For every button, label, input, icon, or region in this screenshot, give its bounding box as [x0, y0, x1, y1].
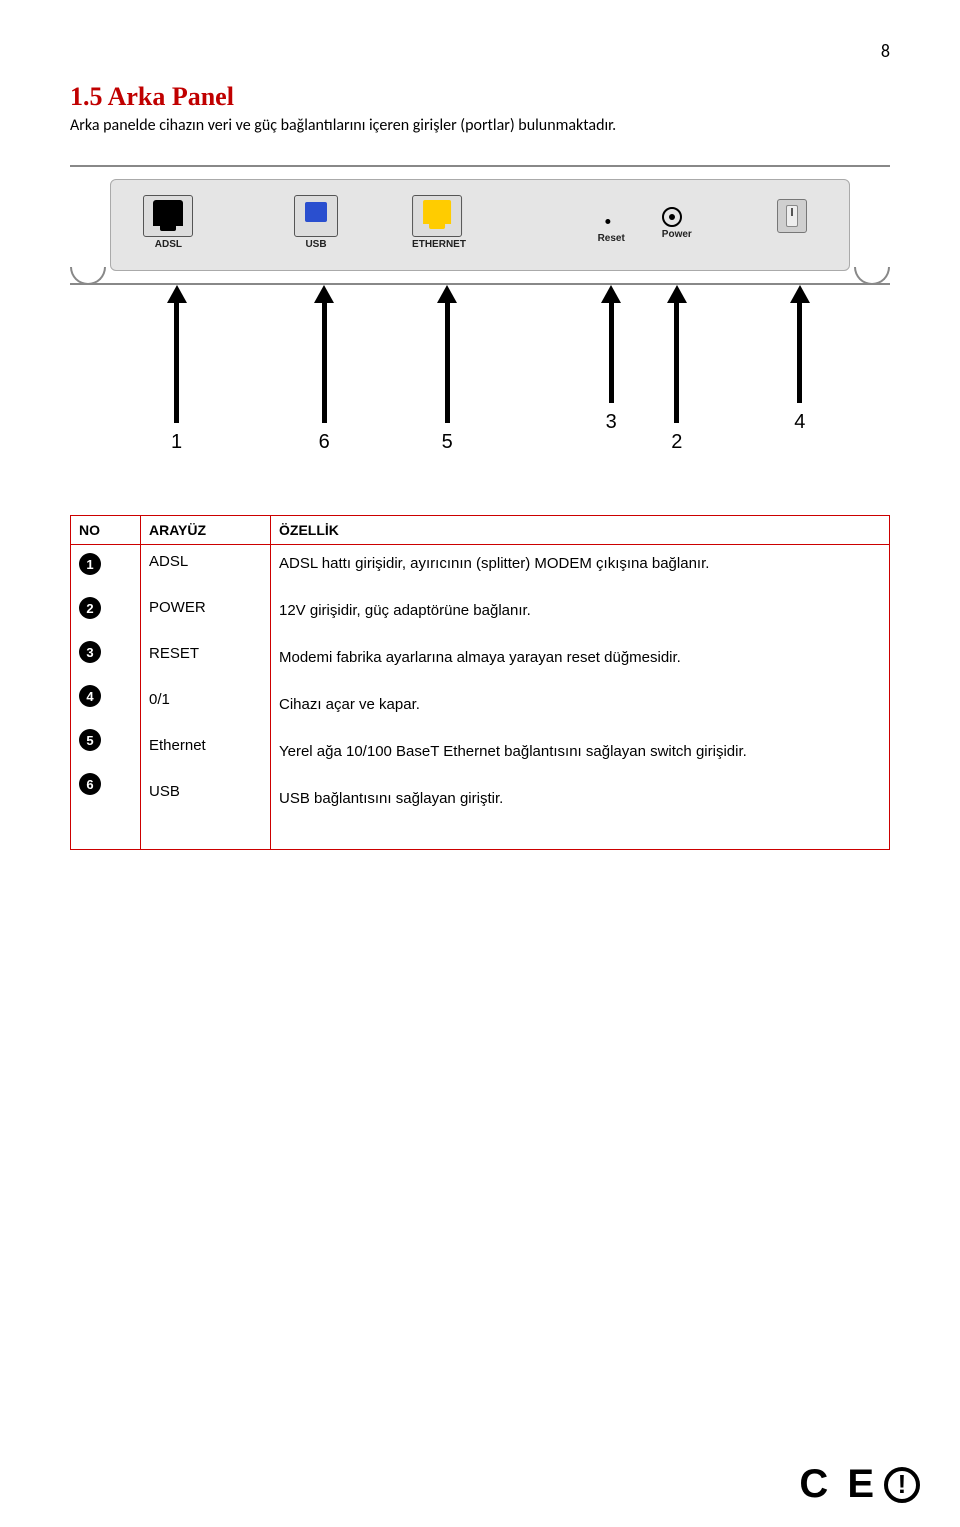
arrow-shaft	[174, 303, 179, 423]
row-feature: Modemi fabrika ayarlarına almaya yarayan…	[279, 647, 881, 668]
port-reset-label: Reset	[598, 233, 625, 244]
table-header-feature: ÖZELLİK	[271, 516, 889, 544]
port-switch	[777, 199, 807, 233]
adsl-jack-icon	[153, 200, 183, 226]
ethernet-jack-icon	[423, 200, 451, 224]
row-feature: Cihazı açar ve kapar.	[279, 694, 881, 715]
arrow-head-icon	[601, 285, 621, 303]
row-interface: USB	[149, 783, 262, 803]
arrow-number: 2	[671, 431, 682, 454]
arrow-shaft	[322, 303, 327, 423]
arrow-head-icon	[314, 285, 334, 303]
row-interface: POWER	[149, 599, 262, 619]
row-feature: 12V girişidir, güç adaptörüne bağlanır.	[279, 600, 881, 621]
arrow-head-icon	[167, 285, 187, 303]
arrow-shaft	[674, 303, 679, 423]
modem-body	[110, 179, 850, 271]
arrow-head-icon	[437, 285, 457, 303]
arrow-shaft	[797, 303, 802, 403]
arrow-number: 6	[319, 431, 330, 454]
row-feature: Yerel ağa 10/100 BaseT Ethernet bağlantı…	[279, 741, 881, 762]
row-interface: ADSL	[149, 553, 262, 573]
arrow-shaft	[445, 303, 450, 423]
power-jack-icon	[662, 207, 682, 227]
row-interface: Ethernet	[149, 737, 262, 757]
modem-foot-right	[854, 267, 890, 285]
port-power-label: Power	[662, 229, 692, 240]
section-description: Arka panelde cihazın veri ve güç bağlant…	[70, 116, 890, 135]
row-interface: 0/1	[149, 691, 262, 711]
port-usb-label: USB	[294, 239, 338, 250]
row-number-badge: 2	[79, 597, 101, 619]
diagram-arrow: 6	[314, 285, 334, 454]
diagram-arrow: 4	[790, 285, 810, 434]
table-header-row: NO ARAYÜZ ÖZELLİK	[71, 516, 889, 545]
exclamation-circle-icon: !	[884, 1467, 920, 1503]
arrow-number: 5	[442, 431, 453, 454]
table-header-no: NO	[71, 516, 141, 544]
port-usb: USB	[294, 195, 338, 250]
diagram-arrow: 2	[667, 285, 687, 454]
diagram-arrow: 1	[167, 285, 187, 454]
row-feature: USB bağlantısını sağlayan giriştir.	[279, 788, 881, 809]
rear-panel-diagram: ADSL USB ETHERNET Reset Power	[70, 165, 890, 465]
row-number-badge: 1	[79, 553, 101, 575]
arrow-shaft	[609, 303, 614, 403]
ports-table: NO ARAYÜZ ÖZELLİK 1 2 3 4 5 6 ADSL POWER RESET 0…	[70, 515, 890, 850]
table-body: 1 2 3 4 5 6 ADSL POWER RESET 0/1 Ethernet USB ADSL…	[71, 545, 889, 849]
arrow-head-icon	[790, 285, 810, 303]
port-adsl-label: ADSL	[143, 239, 193, 250]
row-interface: RESET	[149, 645, 262, 665]
usb-jack-icon	[305, 202, 327, 222]
arrow-number: 4	[794, 411, 805, 434]
row-number-badge: 6	[79, 773, 101, 795]
port-adsl: ADSL	[143, 195, 193, 250]
ce-text: C E	[799, 1462, 878, 1507]
diagram-arrow: 3	[601, 285, 621, 434]
section-title: 1.5 Arka Panel	[70, 82, 890, 112]
reset-hole-icon	[605, 219, 610, 224]
arrows-row: 1 6 5 3 2 4	[70, 285, 890, 465]
row-number-badge: 5	[79, 729, 101, 751]
port-ethernet-label: ETHERNET	[412, 239, 466, 250]
arrow-head-icon	[667, 285, 687, 303]
arrow-number: 3	[606, 411, 617, 434]
modem-strip: ADSL USB ETHERNET Reset Power	[70, 165, 890, 285]
arrow-number: 1	[171, 431, 182, 454]
row-number-badge: 4	[79, 685, 101, 707]
page-number: 8	[70, 40, 890, 62]
row-feature: ADSL hattı girişidir, ayırıcının (splitt…	[279, 553, 881, 574]
port-ethernet: ETHERNET	[412, 195, 466, 250]
port-reset: Reset	[598, 211, 625, 244]
diagram-arrow: 5	[437, 285, 457, 454]
row-number-badge: 3	[79, 641, 101, 663]
ce-mark: C E !	[799, 1462, 920, 1507]
port-power: Power	[662, 207, 692, 240]
table-header-interface: ARAYÜZ	[141, 516, 271, 544]
modem-foot-left	[70, 267, 106, 285]
power-switch-icon	[777, 199, 807, 233]
